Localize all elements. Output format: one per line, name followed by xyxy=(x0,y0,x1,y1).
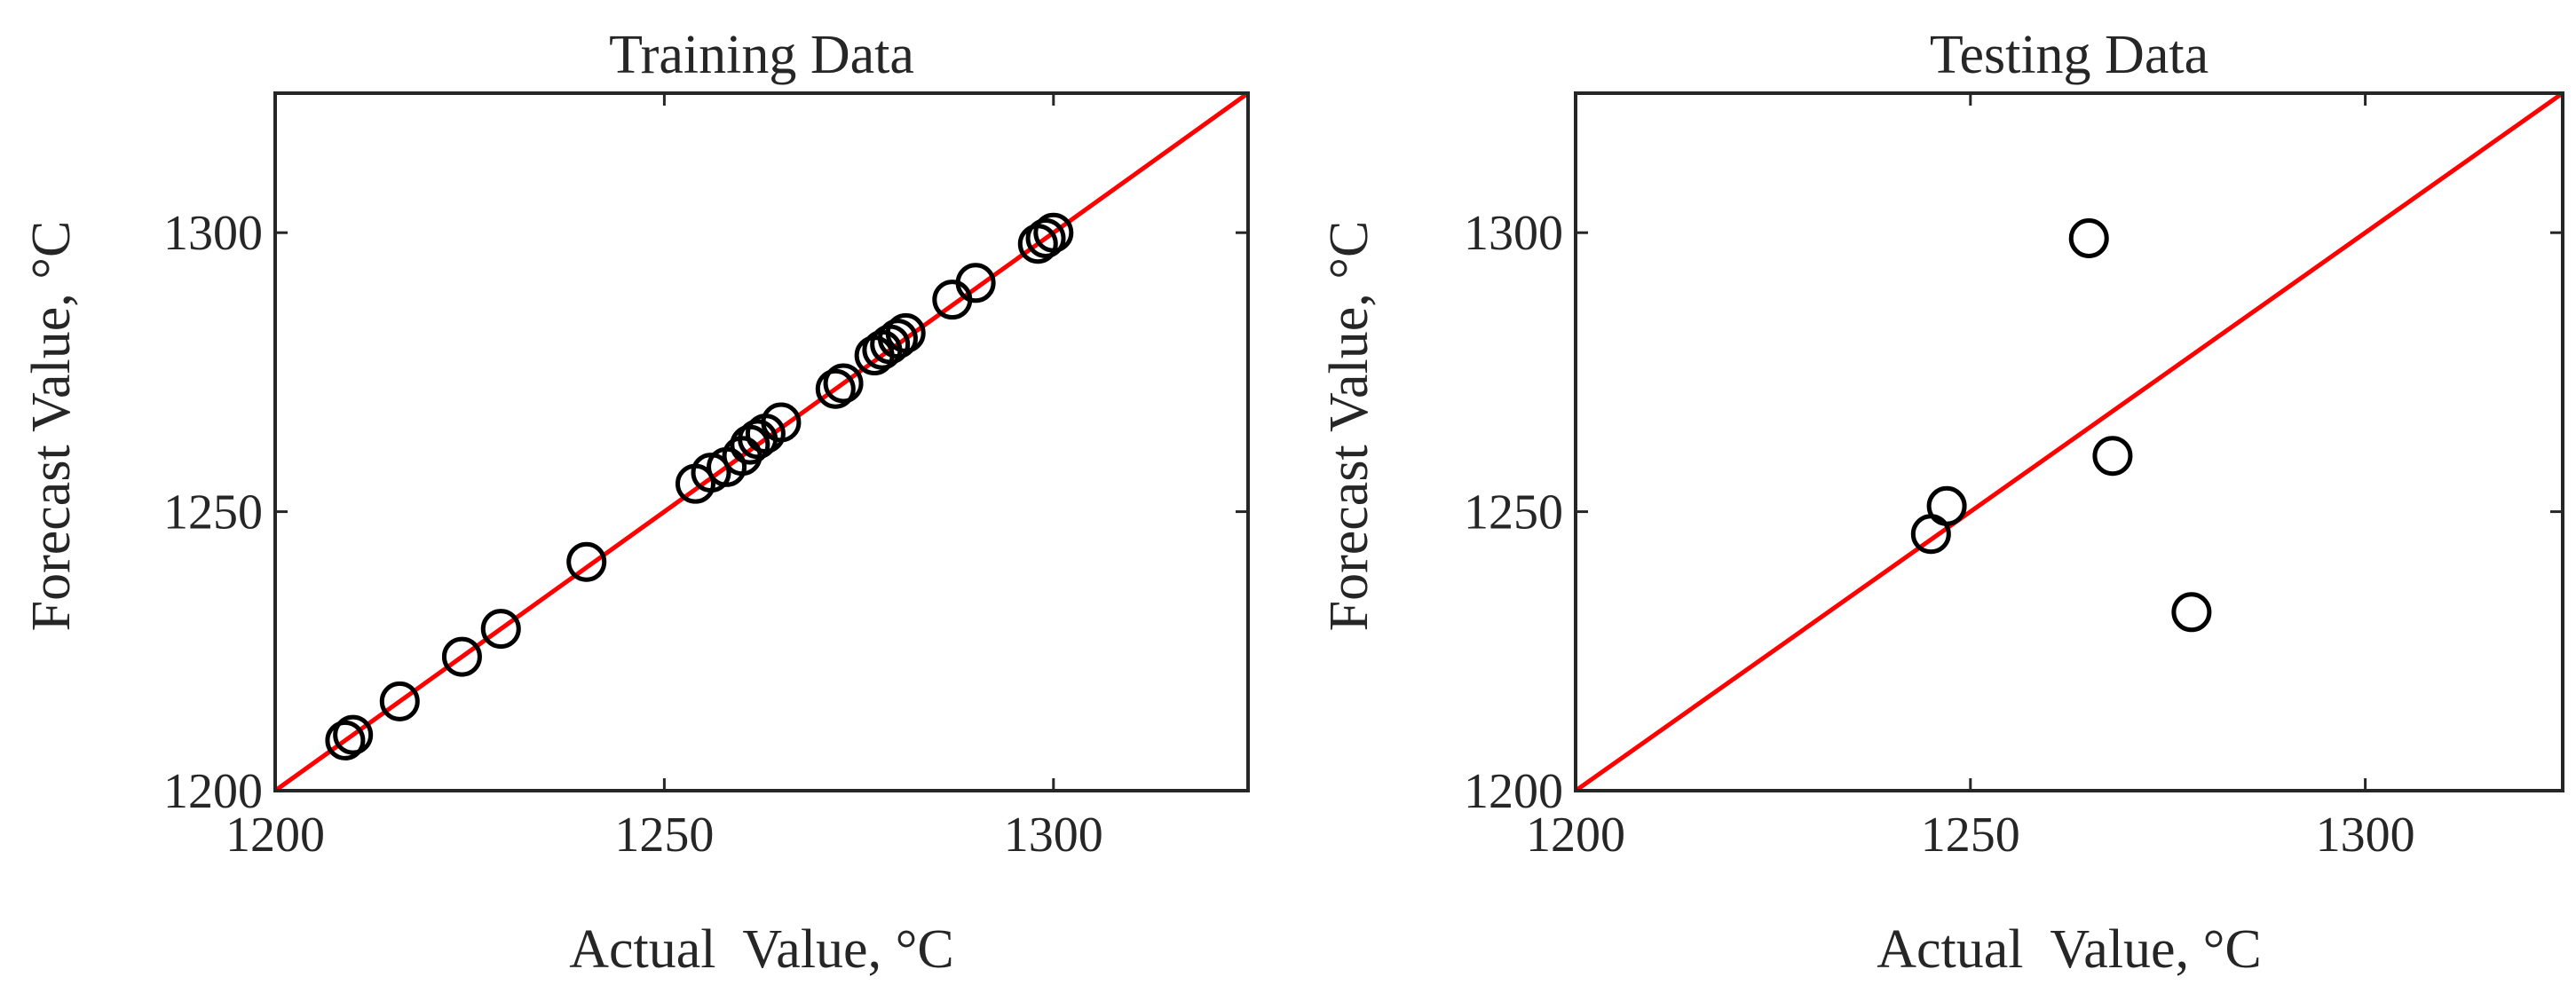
testing-ytick-label: 1250 xyxy=(1464,485,1563,540)
training-data-point xyxy=(480,609,521,650)
testing-ytick-label: 1200 xyxy=(1464,764,1563,819)
testing-data-point xyxy=(2171,592,2212,633)
training-reference-line xyxy=(275,93,1248,791)
testing-title: Testing Data xyxy=(1930,25,2209,85)
testing-plot-area: 1200 1250 1300 1200 1250 1300 xyxy=(1464,91,2564,863)
training-axes-box xyxy=(273,91,1250,792)
testing-data-point xyxy=(1926,485,1967,526)
training-ytick-label: 1250 xyxy=(163,485,263,540)
testing-axes-box xyxy=(1574,91,2564,792)
training-data-point xyxy=(823,363,864,404)
testing-data-point xyxy=(2068,217,2109,258)
training-ytick-label: 1300 xyxy=(163,206,263,261)
testing-xtick-label: 1250 xyxy=(1921,808,2020,863)
training-data-point xyxy=(1025,217,1066,258)
training-data-point xyxy=(379,681,420,721)
training-data-point xyxy=(885,312,926,353)
training-xtick-label: 1200 xyxy=(225,808,325,863)
training-xtick-label: 1300 xyxy=(1004,808,1103,863)
training-data-point xyxy=(955,263,996,303)
training-data-point xyxy=(815,368,856,409)
training-data-point xyxy=(1033,212,1074,253)
training-data-point xyxy=(877,319,918,359)
testing-data-point xyxy=(2092,436,2133,477)
training-xlabel: Actual Value, °C xyxy=(569,919,953,980)
testing-panel: Testing Data Actual Value, °C Forecast V… xyxy=(1319,25,2564,980)
testing-ylabel: Forecast Value, °C xyxy=(1319,221,1379,632)
testing-xlabel: Actual Value, °C xyxy=(1877,919,2261,980)
training-title: Training Data xyxy=(609,25,914,85)
training-data-point xyxy=(932,280,973,320)
training-data-point xyxy=(441,636,482,677)
training-data-point xyxy=(325,720,366,761)
training-plot-area: 1200 1250 1300 1200 1250 1300 xyxy=(163,91,1250,863)
testing-xtick-label: 1300 xyxy=(2316,808,2415,863)
testing-reference-line xyxy=(1576,93,2563,791)
training-ylabel: Forecast Value, °C xyxy=(21,221,82,632)
training-data-point xyxy=(333,714,374,755)
training-ytick-label: 1200 xyxy=(163,764,263,819)
testing-ytick-label: 1300 xyxy=(1464,206,1563,261)
training-data-point xyxy=(761,402,802,443)
training-panel: Training Data Actual Value, °C Forecast … xyxy=(21,25,1250,980)
training-xtick-label: 1250 xyxy=(614,808,714,863)
testing-xtick-label: 1200 xyxy=(1526,808,1625,863)
training-data-point xyxy=(566,541,607,582)
